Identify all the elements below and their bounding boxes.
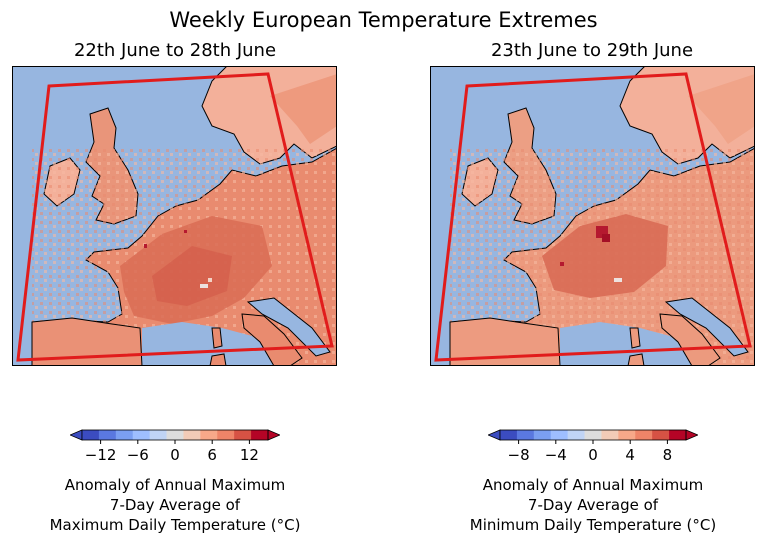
left-colorbar-svg: −12 −6 0 6 12 <box>68 429 282 464</box>
colorbar-segment <box>618 430 636 440</box>
left-panel-subtitle: 22th June to 28th June <box>73 40 277 61</box>
corsica <box>629 327 641 349</box>
figure-title: Weekly European Temperature Extremes <box>169 8 598 32</box>
left-caption-line-2: 7-Day Average of <box>109 496 241 514</box>
colorbar-segment <box>550 430 569 440</box>
colorbar-segment <box>217 430 235 440</box>
colorbar-segment <box>584 430 602 440</box>
left-map <box>12 66 337 366</box>
right-colorbar-caption: Anomaly of Annual Maximum 7-Day Average … <box>418 475 767 535</box>
sardinia <box>627 353 645 366</box>
colorbar-segment <box>516 430 535 440</box>
colorbar-segment <box>200 430 218 440</box>
colorbar-segment <box>149 430 168 440</box>
italy <box>241 313 303 366</box>
left-caption-line-1: Anomaly of Annual Maximum <box>64 476 286 494</box>
colorbar-segment <box>251 430 269 440</box>
colorbar-tick-label: −12 <box>85 446 117 464</box>
colorbar-segment <box>669 430 687 440</box>
colorbar-segment <box>533 430 552 440</box>
right-colorbar-svg: −8 −4 0 4 8 <box>486 429 700 464</box>
colorbar-segment <box>567 430 586 440</box>
colorbar-tick-label: −4 <box>545 446 567 464</box>
italy <box>659 313 721 366</box>
right-caption-line-2: 7-Day Average of <box>527 496 659 514</box>
sardinia <box>209 353 227 366</box>
colorbar-segment <box>98 430 117 440</box>
left-caption-line-3: Maximum Daily Temperature (°C) <box>49 516 301 534</box>
colorbar-tick-label: 6 <box>207 446 217 464</box>
region-outline <box>434 72 752 362</box>
spain <box>449 317 561 366</box>
colorbar-tick-label: 4 <box>625 446 635 464</box>
right-colorbar: −8 −4 0 4 8 <box>486 428 700 518</box>
right-caption-line-3: Minimum Daily Temperature (°C) <box>469 516 717 534</box>
colorbar-segment <box>234 430 252 440</box>
corsica <box>211 327 223 349</box>
colorbar-tick-label: −6 <box>127 446 149 464</box>
colorbar-arrow-low <box>486 429 501 441</box>
colorbar-segment <box>166 430 184 440</box>
colorbar-segment <box>82 430 100 440</box>
right-map <box>430 66 755 366</box>
colorbar-tick-label: 0 <box>588 446 598 464</box>
colorbar-segment <box>115 430 134 440</box>
colorbar-segment <box>652 430 670 440</box>
adriatic <box>246 297 331 357</box>
colorbar-arrow-low <box>68 429 83 441</box>
colorbar-segment <box>601 430 619 440</box>
hot-core <box>542 214 668 298</box>
colorbar-segment <box>132 430 151 440</box>
colorbar-segment <box>183 430 201 440</box>
colorbar-arrow-high <box>685 429 700 441</box>
right-caption-line-1: Anomaly of Annual Maximum <box>482 476 704 494</box>
colorbar-tick-label: 8 <box>663 446 673 464</box>
colorbar-arrow-high <box>267 429 282 441</box>
colorbar-tick-label: 12 <box>240 446 259 464</box>
colorbar-segment <box>635 430 653 440</box>
right-panel-subtitle: 23th June to 29th June <box>490 40 694 61</box>
adriatic <box>664 297 749 357</box>
left-colorbar: −12 −6 0 6 12 <box>68 428 282 518</box>
region-outline <box>16 72 334 362</box>
colorbar-tick-label: 0 <box>170 446 180 464</box>
colorbar-tick-label: −8 <box>508 446 530 464</box>
left-colorbar-caption: Anomaly of Annual Maximum 7-Day Average … <box>0 475 350 535</box>
colorbar-segment <box>500 430 518 440</box>
spain <box>31 317 143 366</box>
